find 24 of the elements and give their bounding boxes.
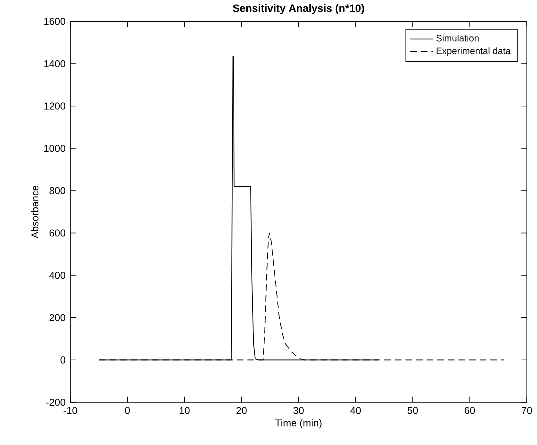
x-axis-title: Time (min) xyxy=(275,419,322,428)
y-tick-label: 0 xyxy=(60,356,66,364)
y-tick-label: -200 xyxy=(46,398,66,406)
y-tick-label: 200 xyxy=(50,314,66,322)
x-tick-label: 0 xyxy=(125,407,130,414)
y-tick-label: 1200 xyxy=(44,102,66,110)
x-tick-label: 70 xyxy=(522,407,532,414)
legend-label: Experimental data xyxy=(436,47,511,56)
x-tick-label: 20 xyxy=(236,407,247,414)
y-tick-label: 600 xyxy=(50,230,66,237)
chart-title: Sensitivity Analysis (n*10) xyxy=(233,4,364,14)
y-tick-label: 1600 xyxy=(44,18,66,26)
x-tick-label: 30 xyxy=(294,407,304,414)
y-tick-label: 800 xyxy=(50,187,66,194)
x-tick-label: -10 xyxy=(64,407,78,414)
y-tick-label: 1000 xyxy=(44,144,66,152)
x-tick-label: 50 xyxy=(408,407,418,414)
y-tick-label: 1400 xyxy=(44,60,66,68)
x-tick-label: 40 xyxy=(350,407,362,414)
x-tick-label: 10 xyxy=(180,407,190,414)
legend-label: Simulation xyxy=(436,34,479,42)
y-tick-label: 400 xyxy=(50,272,66,279)
y-axis-title: Absorbance xyxy=(31,186,39,238)
x-tick-label: 60 xyxy=(464,407,476,414)
